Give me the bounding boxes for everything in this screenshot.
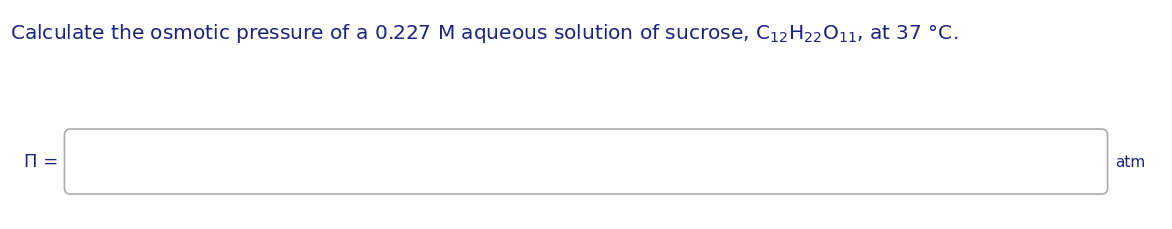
FancyBboxPatch shape	[64, 129, 1108, 194]
Text: atm: atm	[1116, 154, 1146, 169]
Text: Π =: Π =	[25, 153, 59, 171]
Text: Calculate the osmotic pressure of a 0.227 M aqueous solution of sucrose, C$_{12}: Calculate the osmotic pressure of a 0.22…	[11, 22, 959, 45]
